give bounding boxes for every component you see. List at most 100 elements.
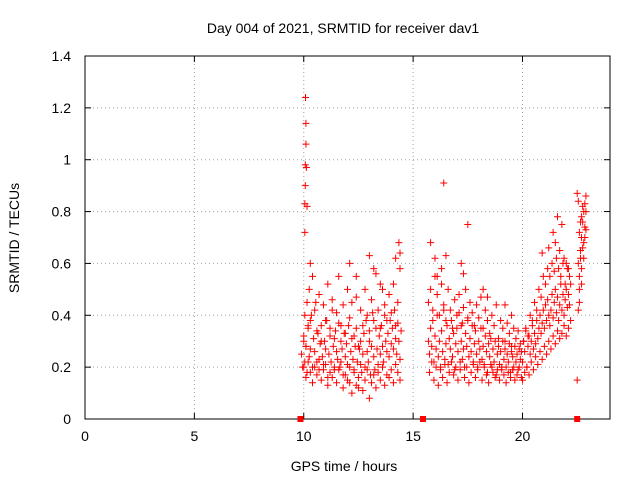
data-point bbox=[347, 348, 354, 355]
data-point bbox=[398, 327, 405, 334]
data-point bbox=[439, 348, 446, 355]
y-tick-label: 0.2 bbox=[52, 359, 72, 375]
data-point bbox=[546, 273, 553, 280]
data-point bbox=[427, 239, 434, 246]
data-point bbox=[558, 221, 565, 228]
data-point bbox=[538, 294, 545, 301]
data-point bbox=[550, 333, 557, 340]
data-point bbox=[438, 265, 445, 272]
data-point bbox=[322, 317, 329, 324]
data-point bbox=[432, 255, 439, 262]
data-point bbox=[480, 286, 487, 293]
data-point bbox=[324, 382, 331, 389]
data-point bbox=[491, 322, 498, 329]
data-point bbox=[344, 286, 351, 293]
data-point bbox=[528, 358, 535, 365]
data-point bbox=[302, 94, 309, 101]
data-point bbox=[552, 286, 559, 293]
data-point bbox=[308, 312, 315, 319]
data-point bbox=[477, 294, 484, 301]
data-point bbox=[376, 333, 383, 340]
data-point bbox=[348, 390, 355, 397]
data-point bbox=[504, 320, 511, 327]
data-point bbox=[442, 340, 449, 347]
x-tick-label: 15 bbox=[405, 428, 421, 444]
data-point bbox=[484, 317, 491, 324]
data-point bbox=[362, 377, 369, 384]
data-point bbox=[300, 364, 307, 371]
x-tick-label: 10 bbox=[296, 428, 312, 444]
y-tick-label: 1.2 bbox=[52, 100, 72, 116]
data-point bbox=[442, 317, 449, 324]
data-point bbox=[483, 348, 490, 355]
data-point bbox=[535, 286, 542, 293]
data-point bbox=[533, 307, 540, 314]
data-point bbox=[311, 307, 318, 314]
data-point bbox=[381, 382, 388, 389]
data-point bbox=[306, 353, 313, 360]
data-point bbox=[304, 299, 311, 306]
y-tick-label: 0.4 bbox=[52, 307, 72, 323]
data-point bbox=[425, 338, 432, 345]
data-point bbox=[484, 294, 491, 301]
data-point bbox=[581, 234, 588, 241]
data-point bbox=[302, 141, 309, 148]
data-point bbox=[318, 322, 325, 329]
data-point bbox=[430, 377, 437, 384]
data-point bbox=[502, 301, 509, 308]
data-point bbox=[446, 335, 453, 342]
data-point bbox=[549, 260, 556, 267]
data-point bbox=[359, 322, 366, 329]
data-point bbox=[467, 299, 474, 306]
data-series bbox=[298, 94, 589, 402]
data-point bbox=[460, 270, 467, 277]
data-point bbox=[302, 182, 309, 189]
data-point bbox=[537, 348, 544, 355]
data-point bbox=[530, 366, 537, 373]
data-point bbox=[365, 358, 372, 365]
data-point bbox=[432, 333, 439, 340]
y-tick-label: 0.6 bbox=[52, 255, 72, 271]
data-point bbox=[440, 301, 447, 308]
data-point bbox=[368, 296, 375, 303]
data-point bbox=[468, 369, 475, 376]
data-point bbox=[345, 322, 352, 329]
data-point bbox=[333, 379, 340, 386]
data-point bbox=[309, 379, 316, 386]
data-point bbox=[576, 299, 583, 306]
data-point bbox=[438, 327, 445, 334]
data-point bbox=[427, 325, 434, 332]
data-point bbox=[435, 353, 442, 360]
data-point bbox=[340, 384, 347, 391]
data-point bbox=[366, 395, 373, 402]
data-point bbox=[472, 374, 479, 381]
data-point bbox=[485, 379, 492, 386]
data-point bbox=[346, 260, 353, 267]
data-point bbox=[346, 314, 353, 321]
y-tick-label: 0.8 bbox=[52, 204, 72, 220]
data-point bbox=[456, 291, 463, 298]
data-point bbox=[397, 356, 404, 363]
data-point bbox=[307, 260, 314, 267]
data-point bbox=[544, 265, 551, 272]
data-point bbox=[462, 330, 469, 337]
data-point bbox=[545, 244, 552, 251]
data-point bbox=[363, 317, 370, 324]
data-point bbox=[342, 330, 349, 337]
axis-marker bbox=[420, 416, 426, 422]
data-point bbox=[325, 351, 332, 358]
data-point bbox=[575, 198, 582, 205]
data-point bbox=[348, 299, 355, 306]
data-point bbox=[543, 351, 550, 358]
data-point bbox=[450, 330, 457, 337]
data-point bbox=[506, 330, 513, 337]
data-point bbox=[449, 353, 456, 360]
data-point bbox=[540, 273, 547, 280]
data-point bbox=[320, 301, 327, 308]
data-point bbox=[395, 239, 402, 246]
axis-marker bbox=[297, 416, 303, 422]
x-tick-label: 20 bbox=[515, 428, 531, 444]
data-point bbox=[357, 307, 364, 314]
data-point bbox=[310, 335, 317, 342]
axis-marker bbox=[574, 416, 580, 422]
